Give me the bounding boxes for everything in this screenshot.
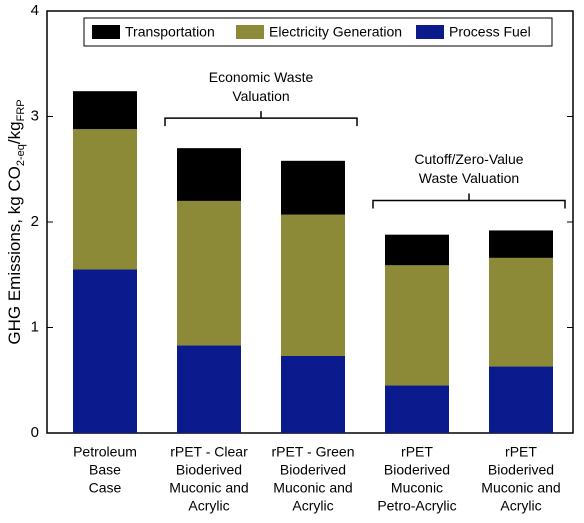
annotation: Valuation: [232, 88, 289, 104]
x-tick-label: Acrylic: [292, 498, 333, 514]
legend-label: Process Fuel: [449, 24, 531, 40]
x-tick-label: rPET - Clear: [170, 444, 248, 460]
x-tick-label: Petro-Acrylic: [377, 498, 456, 514]
x-tick-label: Case: [89, 480, 122, 496]
x-tick-label: Acrylic: [500, 498, 541, 514]
x-tick-label: rPET: [401, 444, 433, 460]
legend: [83, 17, 553, 47]
bar-segment: [177, 148, 241, 201]
x-tick-label: Muconic: [391, 480, 443, 496]
legend-label: Electricity Generation: [269, 24, 402, 40]
x-tick-label: Acrylic: [188, 498, 229, 514]
y-label-sub: 2-eq: [15, 144, 27, 166]
legend-swatch: [416, 25, 444, 39]
y-axis-label: GHG Emissions, kg CO2-eq/kgFRP: [5, 99, 26, 344]
legend-label: Transportation: [125, 24, 215, 40]
annotation: Cutoff/Zero-Value: [414, 151, 523, 167]
x-tick-label: Base: [89, 462, 121, 478]
bar-segment: [281, 355, 345, 433]
bar-segment: [177, 345, 241, 433]
bar-segment: [281, 160, 345, 215]
y-label-sub: FRP: [15, 99, 27, 121]
x-tick-label: rPET - Green: [272, 444, 355, 460]
x-tick-label: Bioderived: [176, 462, 242, 478]
bar-segment: [385, 385, 449, 433]
y-tick-label: 0: [31, 424, 39, 441]
x-tick-label: Bioderived: [384, 462, 450, 478]
bracket: [372, 193, 566, 209]
x-tick-label: Bioderived: [488, 462, 554, 478]
bar-segment: [73, 129, 137, 270]
x-tick-label: Bioderived: [280, 462, 346, 478]
bar-segment: [489, 366, 553, 433]
y-label-part: /kg: [5, 121, 24, 144]
x-tick-label: Muconic and: [169, 480, 248, 496]
y-label-part: GHG Emissions, kg CO: [5, 166, 24, 345]
bar-segment: [489, 230, 553, 258]
bar-segment: [73, 269, 137, 433]
x-tick-label: Muconic and: [273, 480, 352, 496]
bar-segment: [385, 234, 449, 266]
annotation: Waste Valuation: [419, 170, 519, 186]
y-tick-label: 3: [31, 107, 39, 124]
legend-swatch: [92, 25, 120, 39]
y-tick-label: 2: [31, 213, 39, 230]
bar-segment: [177, 200, 241, 346]
annotation: Economic Waste: [209, 69, 314, 85]
x-tick-label: Muconic and: [481, 480, 560, 496]
bar-segment: [385, 265, 449, 386]
x-tick-label: rPET: [505, 444, 537, 460]
bracket: [164, 111, 358, 127]
x-tick-label: Petroleum: [73, 444, 137, 460]
y-tick-label: 1: [31, 318, 39, 335]
y-tick-label: 4: [31, 2, 39, 19]
bar-segment: [281, 214, 345, 356]
legend-swatch: [236, 25, 264, 39]
bar-segment: [489, 257, 553, 367]
bar-segment: [73, 91, 137, 130]
